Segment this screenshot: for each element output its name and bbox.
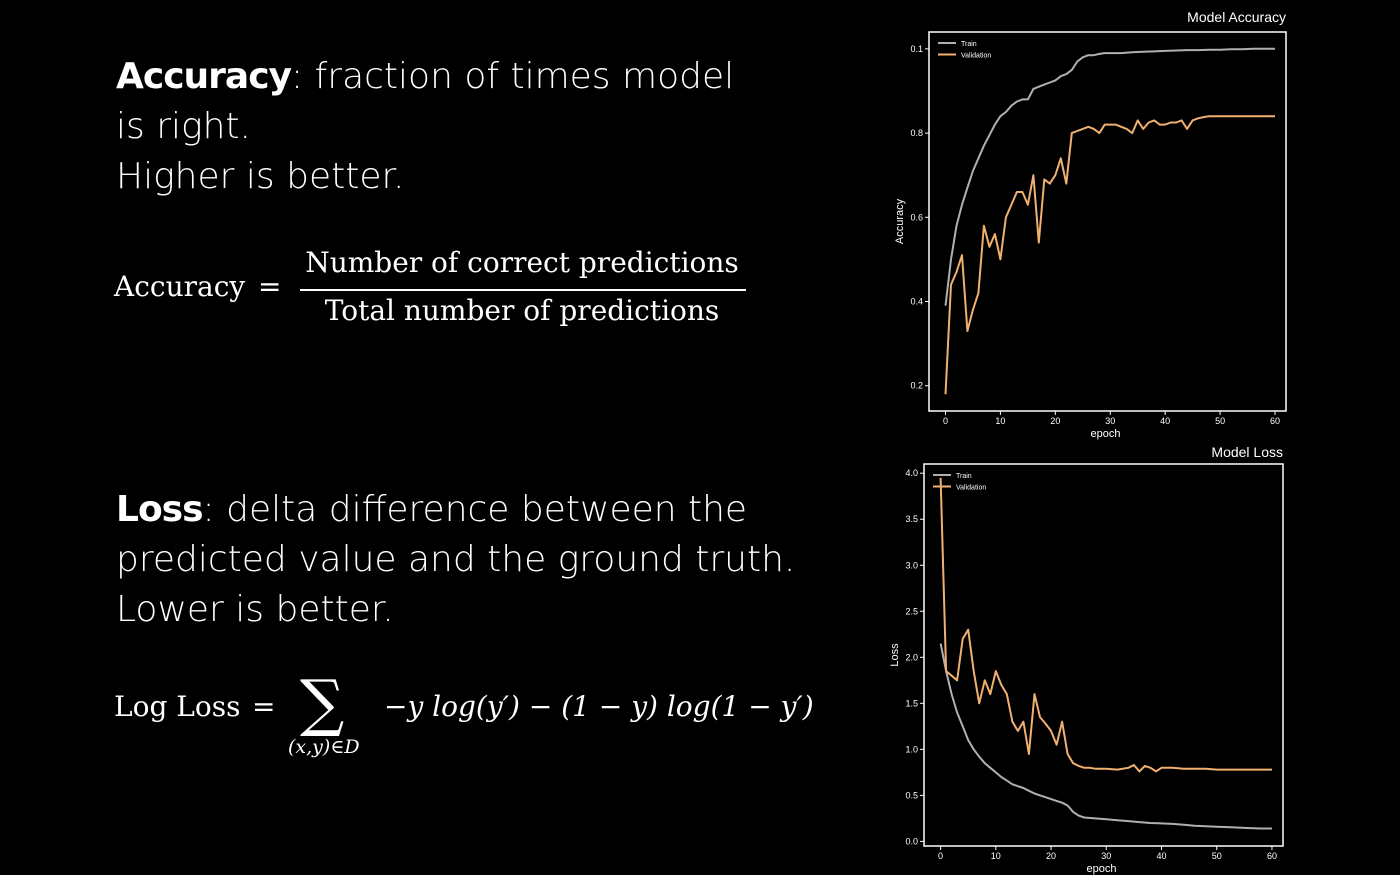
- loss-ytick-label: 2.5: [905, 606, 918, 616]
- accuracy-formula-equals: =: [258, 270, 282, 303]
- accuracy-formula-denominator: Total number of predictions: [324, 294, 720, 327]
- loss-xtick-label: 40: [1156, 851, 1166, 861]
- accuracy-xtick-label: 50: [1215, 416, 1225, 426]
- accuracy-formula-fraction-bar: [300, 289, 746, 291]
- accuracy-xtick-label: 20: [1050, 416, 1060, 426]
- sum-symbol: ∑: [300, 666, 345, 739]
- accuracy-ytick-label: 0.6: [910, 212, 923, 222]
- log-loss-formula-lhs: Log Loss: [114, 690, 241, 723]
- loss-chart: Model Loss 0 10 20 30 40 50 60 0.0 0.5 1.0 1.5 2.0 2.…: [889, 444, 1284, 875]
- accuracy-series-validation-line: [944, 115, 1275, 395]
- loss-ytick-label: 3.5: [905, 514, 918, 524]
- loss-line-2: predicted value and the ground truth.: [116, 539, 796, 580]
- accuracy-line-3: Higher is better.: [116, 156, 405, 197]
- accuracy-formula-lhs: Accuracy: [114, 270, 246, 303]
- loss-x-axis-label: epoch: [1087, 863, 1117, 875]
- loss-line-3: Lower is better.: [116, 589, 394, 630]
- accuracy-chart: Model Accuracy 0 10 20 30 40 50 60 0.2 0.4 0.6 0.8 0…: [894, 9, 1287, 440]
- accuracy-y-axis-label: Accuracy: [894, 198, 906, 244]
- accuracy-ytick-label: 0.1: [910, 44, 923, 54]
- loss-line-1: Loss: delta difference between the: [116, 485, 795, 535]
- loss-series-validation-line: [939, 477, 1272, 773]
- accuracy-legend-label-validation: Validation: [961, 53, 991, 60]
- loss-legend-label-train: Train: [956, 473, 972, 480]
- loss-ytick-label: 1.5: [905, 698, 918, 708]
- loss-y-axis-label: Loss: [889, 643, 901, 667]
- accuracy-xtick-label: 40: [1160, 416, 1170, 426]
- loss-description: Loss: delta difference between the predi…: [116, 485, 795, 635]
- accuracy-legend-label-train: Train: [961, 41, 977, 48]
- loss-ytick-label: 2.0: [905, 652, 918, 662]
- accuracy-xtick-label: 60: [1270, 416, 1280, 426]
- loss-xtick-label: 0: [938, 851, 943, 861]
- accuracy-ytick-label: 0.4: [910, 297, 923, 307]
- loss-ytick-label: 0.0: [905, 836, 918, 846]
- loss-xtick-label: 10: [991, 851, 1001, 861]
- accuracy-xtick-label: 30: [1105, 416, 1115, 426]
- accuracy-formula-numerator: Number of correct predictions: [305, 246, 739, 279]
- loss-chart-title: Model Loss: [1211, 444, 1283, 460]
- loss-ytick-label: 4.0: [905, 468, 918, 478]
- log-loss-formula-rhs: −y log(y′) − (1 − y) log(1 − y′): [384, 690, 814, 723]
- accuracy-term: Accuracy: [116, 56, 292, 97]
- loss-plot-frame: [923, 463, 1284, 847]
- accuracy-ytick-label: 0.2: [910, 381, 923, 391]
- loss-term: Loss: [116, 489, 204, 530]
- loss-ytick-label: 0.5: [905, 790, 918, 800]
- accuracy-plot-frame: [928, 31, 1287, 412]
- accuracy-chart-title: Model Accuracy: [1187, 9, 1286, 25]
- sum-subscript: (x,y)∈D: [288, 736, 360, 758]
- accuracy-xtick-label: 0: [943, 416, 948, 426]
- accuracy-xtick-label: 10: [995, 416, 1005, 426]
- accuracy-ytick-label: 0.8: [910, 128, 923, 138]
- loss-series-train-line: [939, 643, 1272, 830]
- accuracy-description: Accuracy: fraction of times model is rig…: [116, 52, 734, 202]
- log-loss-formula-equals: =: [252, 690, 276, 723]
- accuracy-line-1: Accuracy: fraction of times model: [116, 52, 734, 102]
- accuracy-series-train-line: [944, 47, 1275, 306]
- accuracy-x-axis-label: epoch: [1091, 428, 1121, 440]
- loss-ytick-label: 1.0: [905, 744, 918, 754]
- loss-xtick-label: 30: [1101, 851, 1111, 861]
- loss-line-1-text: : delta difference between the: [202, 489, 748, 530]
- loss-xtick-label: 20: [1046, 851, 1056, 861]
- loss-xtick-label: 50: [1212, 851, 1222, 861]
- loss-legend-label-validation: Validation: [956, 485, 986, 492]
- loss-xtick-label: 60: [1267, 851, 1277, 861]
- accuracy-line-1-text: : fraction of times model: [291, 56, 735, 97]
- accuracy-line-2: is right.: [116, 106, 251, 147]
- loss-ytick-label: 3.0: [905, 560, 918, 570]
